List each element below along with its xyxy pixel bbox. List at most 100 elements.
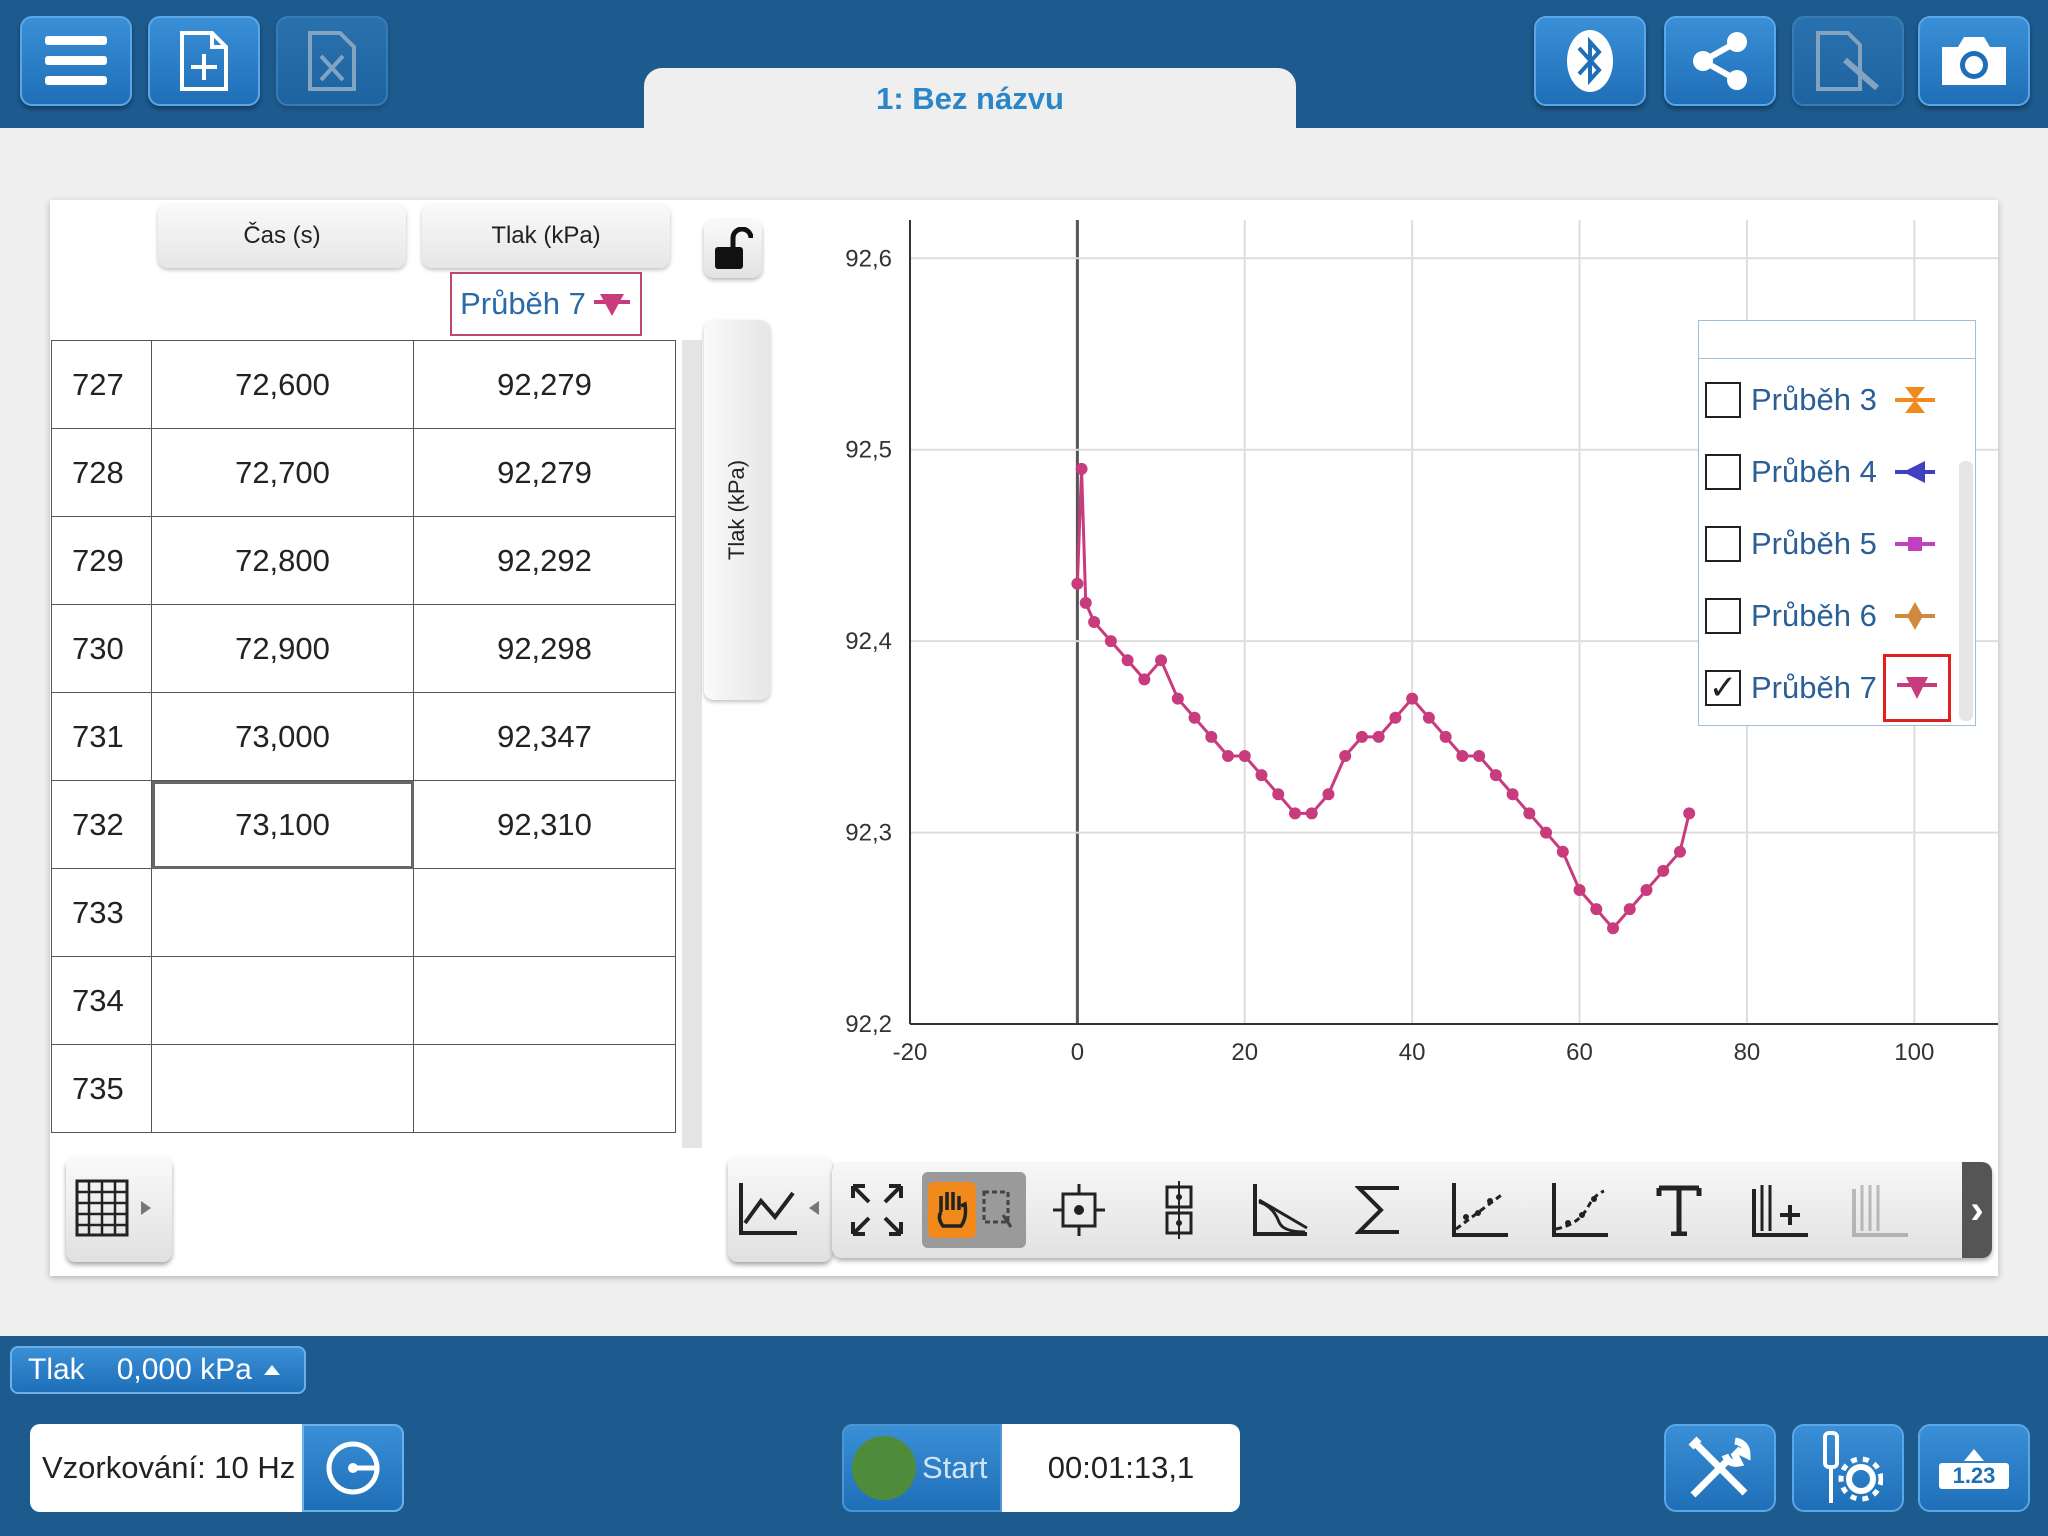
time-cell[interactable]: 73,000	[151, 692, 414, 781]
remove-column-tool[interactable]	[1840, 1172, 1918, 1248]
legend-item-run-5[interactable]: Průběh 5	[1705, 519, 1939, 569]
row-index: 735	[51, 1044, 152, 1133]
menu-button[interactable]	[20, 16, 132, 106]
meter-label: 1.23	[1938, 1463, 2010, 1489]
examine-tool[interactable]	[1040, 1172, 1118, 1248]
sampling-rate-field[interactable]: Vzorkování: 10 Hz	[30, 1424, 302, 1512]
legend-scrollbar[interactable]	[1959, 461, 1973, 721]
time-cell[interactable]	[151, 1044, 414, 1133]
hamburger-menu-icon	[45, 36, 107, 85]
legend-checkbox-checked[interactable]: ✓	[1705, 670, 1741, 706]
pressure-cell[interactable]: 92,292	[413, 516, 676, 605]
table-row[interactable]: 729 72,800 92,292	[51, 516, 676, 605]
time-cell-selected[interactable]: 73,100	[151, 780, 414, 869]
meter-button[interactable]: 1.23	[1918, 1424, 2030, 1512]
graph-view-button[interactable]	[728, 1156, 832, 1262]
experiment-tab[interactable]: 1: Bez názvu	[644, 68, 1296, 130]
toolbar-expand-arrow[interactable]: ›	[1962, 1162, 1992, 1258]
bluetooth-icon	[1567, 30, 1613, 92]
start-indicator-icon	[852, 1436, 916, 1500]
pressure-cell[interactable]: 92,279	[413, 428, 676, 517]
sensor-readout[interactable]: Tlak 0,000 kPa	[10, 1346, 306, 1394]
table-row[interactable]: 730 72,900 92,298	[51, 604, 676, 693]
legend-label: Průběh 5	[1751, 526, 1877, 561]
legend-item-run-6[interactable]: Průběh 6	[1705, 591, 1939, 641]
time-cell[interactable]: 72,800	[151, 516, 414, 605]
legend-checkbox[interactable]	[1705, 454, 1741, 490]
data-point	[1456, 750, 1469, 762]
table-row[interactable]: 728 72,700 92,279	[51, 428, 676, 517]
time-cell[interactable]	[151, 868, 414, 957]
run-selector[interactable]: Průběh 7	[450, 272, 642, 336]
table-row[interactable]: 732 73,100 92,310	[51, 780, 676, 869]
legend-checkbox[interactable]	[1705, 526, 1741, 562]
column-header-time[interactable]: Čas (s)	[158, 204, 406, 268]
statistics-tool[interactable]	[1340, 1172, 1418, 1248]
pressure-cell[interactable]: 92,347	[413, 692, 676, 781]
time-cell[interactable]: 72,600	[151, 340, 414, 429]
edit-document-button[interactable]	[1792, 16, 1904, 106]
data-point	[1255, 769, 1268, 782]
interpolate-tool[interactable]	[1140, 1172, 1218, 1248]
tools-button[interactable]	[1664, 1424, 1776, 1512]
pressure-cell[interactable]	[413, 1044, 676, 1133]
time-cell[interactable]: 72,700	[151, 428, 414, 517]
data-point	[1590, 903, 1603, 916]
time-cell[interactable]: 72,900	[151, 604, 414, 693]
table-row[interactable]: 727 72,600 92,279	[51, 340, 676, 429]
pressure-cell[interactable]	[413, 956, 676, 1045]
legend[interactable]: Průběh 3 Průběh 4 Průběh 5 Průběh 6	[1698, 320, 1976, 726]
legend-item-run-7[interactable]: ✓ Průběh 7	[1705, 654, 1951, 722]
add-column-icon	[1752, 1185, 1808, 1237]
legend-checkbox[interactable]	[1705, 598, 1741, 634]
row-index: 730	[51, 604, 152, 693]
column-header-pressure[interactable]: Tlak (kPa)	[422, 204, 670, 268]
data-point	[1657, 864, 1670, 877]
triangle-down-marker-icon[interactable]	[1882, 654, 1951, 722]
sampling-mode-button[interactable]	[302, 1424, 404, 1512]
camera-button[interactable]	[1918, 16, 2030, 106]
new-file-button[interactable]	[148, 16, 260, 106]
autoscale-tool[interactable]	[838, 1172, 916, 1248]
row-index: 734	[51, 956, 152, 1045]
curve-fit-icon	[1552, 1183, 1608, 1237]
column-header-pressure-label: Tlak (kPa)	[491, 222, 601, 249]
sensor-name: Tlak	[28, 1353, 85, 1386]
table-row[interactable]: 733	[51, 868, 676, 957]
diamond-marker-icon	[1891, 596, 1939, 636]
start-button[interactable]: Start	[842, 1424, 1002, 1512]
tangent-tool[interactable]	[1240, 1172, 1318, 1248]
table-row[interactable]: 731 73,000 92,347	[51, 692, 676, 781]
axis-lock-button[interactable]	[704, 220, 762, 278]
y-tick-label: 92,2	[845, 1011, 892, 1038]
sensor-settings-button[interactable]	[1792, 1424, 1904, 1512]
share-button[interactable]	[1664, 16, 1776, 106]
bluetooth-button[interactable]	[1534, 16, 1646, 106]
table-row[interactable]: 735	[51, 1044, 676, 1133]
tangent-icon	[1253, 1184, 1308, 1236]
pressure-cell[interactable]: 92,298	[413, 604, 676, 693]
row-index: 732	[51, 780, 152, 869]
text-annotation-tool[interactable]	[1640, 1172, 1718, 1248]
legend-checkbox[interactable]	[1705, 382, 1741, 418]
curve-fit-tool[interactable]	[1540, 1172, 1618, 1248]
pan-select-tool[interactable]	[922, 1172, 1026, 1248]
y-axis-selector[interactable]: Tlak (kPa)	[704, 320, 770, 700]
pressure-cell[interactable]: 92,279	[413, 340, 676, 429]
add-column-tool[interactable]	[1740, 1172, 1818, 1248]
pressure-cell[interactable]	[413, 868, 676, 957]
pressure-cell[interactable]: 92,310	[413, 780, 676, 869]
legend-item-run-4[interactable]: Průběh 4	[1705, 447, 1939, 497]
data-point	[1079, 596, 1092, 609]
time-cell[interactable]	[151, 956, 414, 1045]
table-view-button[interactable]	[66, 1156, 172, 1262]
sensor-bar: Tlak 0,000 kPa	[0, 1336, 2048, 1406]
export-file-button[interactable]	[276, 16, 388, 106]
linear-fit-tool[interactable]	[1440, 1172, 1518, 1248]
table-row[interactable]: 734	[51, 956, 676, 1045]
legend-item-run-3[interactable]: Průběh 3	[1705, 375, 1939, 425]
data-point	[1439, 730, 1452, 743]
table-scrollbar[interactable]	[682, 340, 702, 1148]
data-point	[1673, 845, 1686, 858]
legend-label: Průběh 3	[1751, 382, 1877, 417]
